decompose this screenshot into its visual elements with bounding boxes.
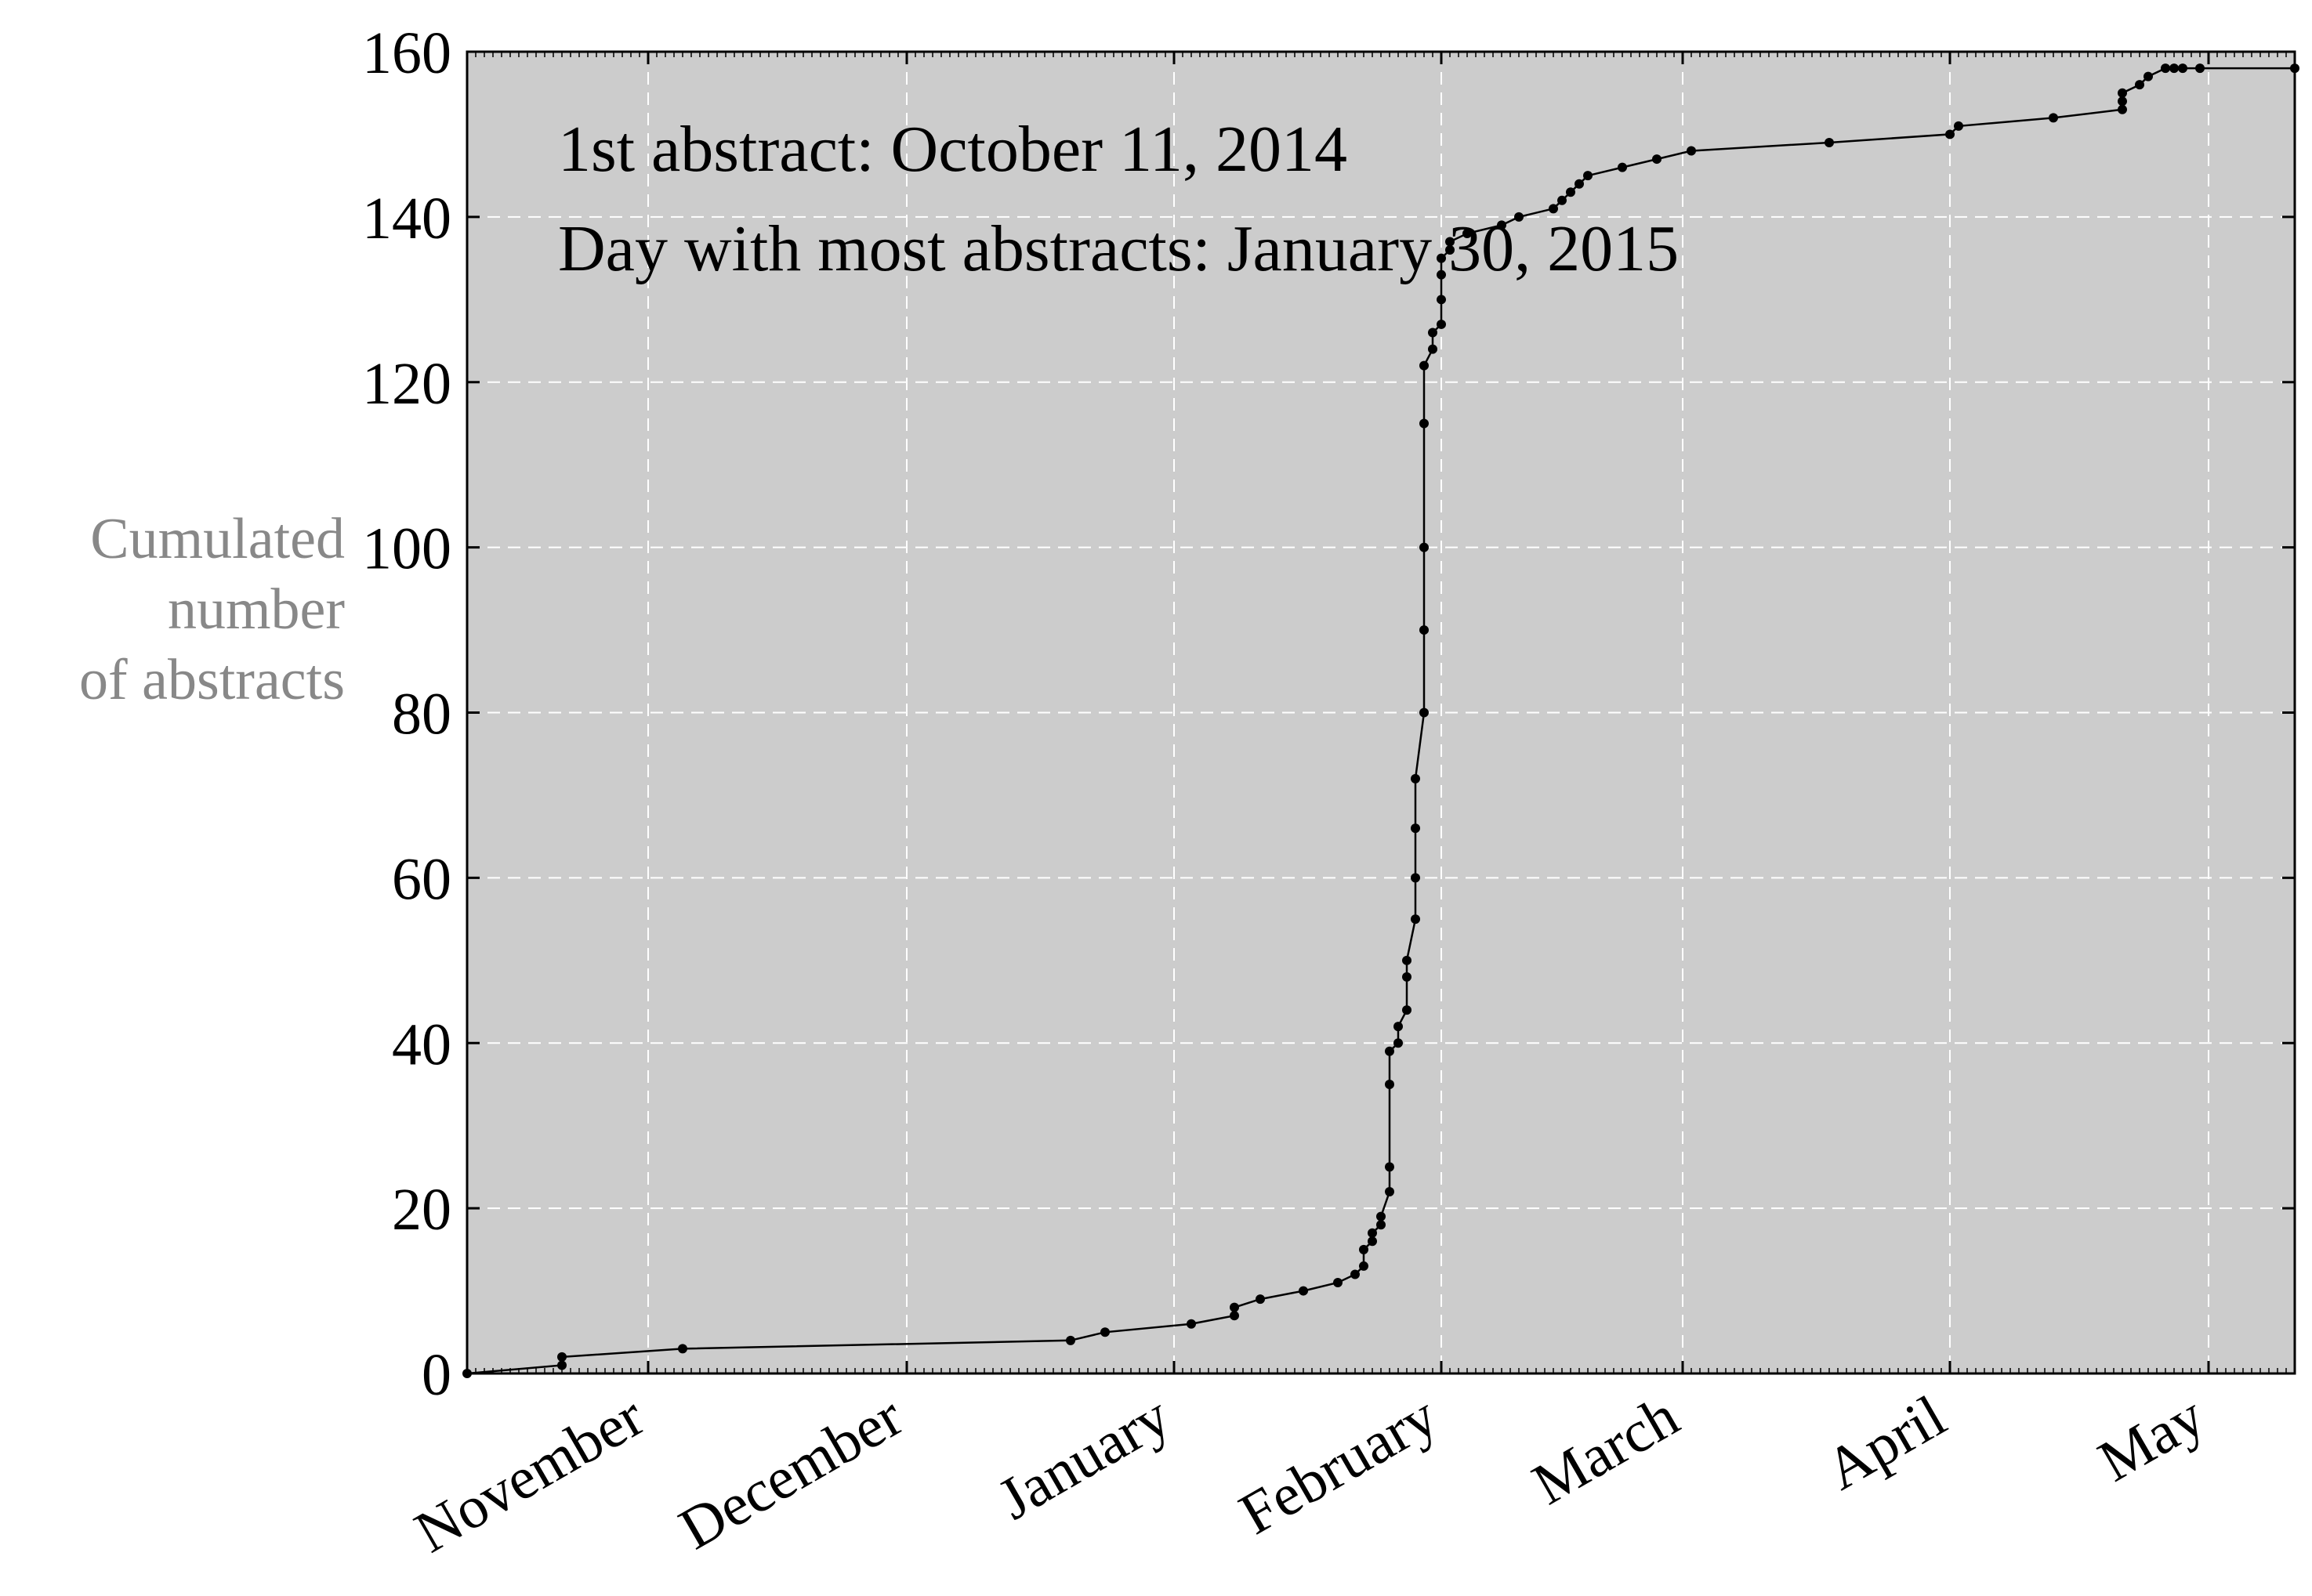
- data-point: [1350, 1269, 1360, 1279]
- data-point: [2118, 96, 2127, 107]
- x-tick-label: March: [1522, 1383, 1690, 1518]
- data-point: [1385, 1187, 1394, 1197]
- data-point: [557, 1360, 567, 1370]
- data-point: [1428, 344, 1437, 354]
- y-axis-label-line-3: of abstracts: [78, 648, 345, 712]
- data-point: [1359, 1244, 1368, 1254]
- data-point: [2143, 71, 2153, 81]
- x-tick-label: April: [1815, 1383, 1957, 1503]
- y-axis-label-line-1: Cumulated: [90, 507, 345, 571]
- data-point: [1187, 1319, 1196, 1329]
- data-point: [1437, 319, 1446, 329]
- data-point: [2049, 113, 2058, 123]
- data-point: [1549, 204, 1558, 214]
- grid-lines: [467, 52, 2295, 1373]
- data-point: [1419, 418, 1429, 429]
- y-tick-label: 20: [392, 1177, 451, 1243]
- data-point: [1437, 253, 1446, 263]
- data-point: [2161, 63, 2170, 74]
- data-point: [1954, 121, 1963, 131]
- y-tick-label: 100: [362, 516, 451, 582]
- data-point: [2118, 88, 2127, 98]
- data-point: [1437, 295, 1446, 305]
- data-point: [1402, 955, 1411, 965]
- data-point: [1419, 360, 1429, 371]
- series-markers: [462, 63, 2299, 1378]
- first-abstract-annotation: 1st abstract: October 11, 2014: [558, 113, 1347, 186]
- x-tick-label: November: [404, 1383, 655, 1565]
- data-point: [1419, 625, 1429, 635]
- data-point: [1393, 1038, 1403, 1048]
- data-point: [1445, 245, 1455, 255]
- y-axis-label-line-2: number: [167, 577, 345, 642]
- data-point: [1411, 873, 1420, 883]
- y-axis-label: Cumulated number of abstracts: [0, 504, 345, 715]
- y-tick-label: 60: [392, 846, 451, 912]
- data-point: [1618, 162, 1627, 172]
- data-point: [1687, 146, 1696, 156]
- y-tick-label: 160: [362, 20, 451, 86]
- data-point: [2195, 63, 2205, 74]
- data-point: [1066, 1335, 1075, 1345]
- data-point: [1385, 1079, 1394, 1089]
- most-abstracts-annotation: Day with most abstracts: January 30, 201…: [558, 212, 1679, 285]
- x-tick-label: February: [1229, 1383, 1448, 1547]
- x-tick-label: December: [669, 1383, 913, 1562]
- x-tick-label: January: [987, 1383, 1181, 1533]
- data-point: [1514, 212, 1524, 222]
- data-point: [1376, 1220, 1386, 1230]
- data-point: [1376, 1211, 1386, 1221]
- y-axis-ticks: 0 20 40 60 80 100 120 140 160: [362, 20, 2295, 1408]
- data-point: [2118, 104, 2127, 114]
- plot-area: [467, 52, 2295, 1373]
- y-tick-label: 40: [392, 1012, 451, 1077]
- data-point: [1825, 137, 1834, 147]
- data-point: [1393, 1022, 1403, 1032]
- data-point: [1445, 237, 1455, 247]
- data-point: [1256, 1294, 1265, 1305]
- data-point: [678, 1344, 687, 1354]
- data-point: [1100, 1327, 1110, 1337]
- data-point: [1411, 773, 1420, 784]
- data-point: [1402, 1005, 1411, 1015]
- data-point: [1575, 179, 1584, 189]
- data-point: [1583, 171, 1593, 181]
- data-point: [1368, 1236, 1377, 1247]
- data-point: [1497, 220, 1506, 230]
- data-point: [1333, 1278, 1343, 1288]
- data-point: [1299, 1286, 1308, 1296]
- data-point: [1230, 1311, 1239, 1321]
- y-tick-label: 0: [422, 1342, 451, 1408]
- data-point: [1385, 1162, 1394, 1172]
- data-point: [1557, 195, 1567, 205]
- data-point: [1230, 1302, 1239, 1312]
- data-point: [1359, 1261, 1368, 1271]
- data-point: [2135, 80, 2144, 90]
- data-point: [1419, 708, 1429, 718]
- data-point: [1411, 914, 1420, 925]
- y-tick-label: 140: [362, 186, 451, 252]
- data-point: [1566, 187, 1575, 197]
- y-tick-label: 80: [392, 682, 451, 747]
- data-point: [2178, 63, 2187, 74]
- data-point: [1411, 823, 1420, 834]
- data-point: [1437, 270, 1446, 280]
- data-point: [1945, 129, 1955, 139]
- data-point: [1462, 228, 1472, 238]
- data-point: [1385, 1046, 1394, 1056]
- y-tick-label: 120: [362, 351, 451, 417]
- data-point: [1368, 1228, 1377, 1238]
- data-point: [1652, 154, 1662, 165]
- data-point: [1402, 972, 1411, 982]
- x-tick-label: May: [2088, 1383, 2216, 1494]
- data-point: [1419, 542, 1429, 552]
- data-point: [2169, 63, 2179, 74]
- series-line: [466, 67, 2295, 1375]
- data-point: [1428, 328, 1437, 338]
- data-point: [557, 1352, 567, 1362]
